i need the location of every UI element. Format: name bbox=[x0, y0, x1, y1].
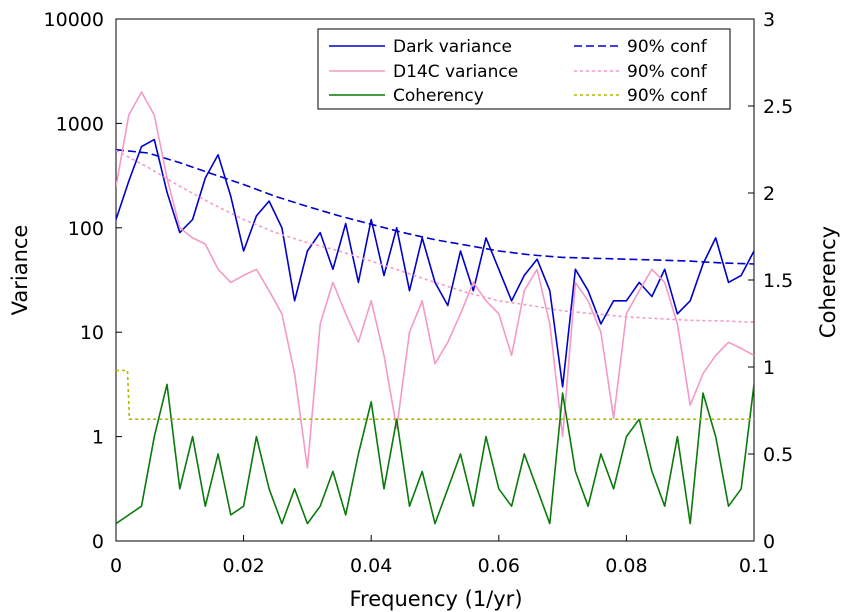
legend-label-d14c-conf: 90% conf bbox=[627, 62, 708, 82]
legend-box bbox=[317, 28, 731, 110]
right-tick-label: 0.5 bbox=[763, 444, 793, 466]
legend-label-coherency-conf: 90% conf bbox=[627, 86, 708, 106]
right-tick-label: 3 bbox=[763, 9, 775, 31]
series-coherency bbox=[116, 383, 754, 525]
right-tick-label: 1.5 bbox=[763, 270, 793, 292]
x-tick-label: 0.02 bbox=[222, 555, 264, 577]
series-dark-variance bbox=[116, 138, 754, 388]
right-tick-label: 2.5 bbox=[763, 96, 793, 118]
legend-label-coherency: Coherency bbox=[393, 86, 484, 106]
x-tick-label: 0.06 bbox=[478, 555, 520, 577]
y-axis-label-left: Variance bbox=[8, 225, 32, 316]
x-tick-label: 0.08 bbox=[605, 555, 647, 577]
left-tick-label: 1 bbox=[92, 427, 104, 449]
y-axis-label-right: Coherency bbox=[816, 226, 840, 338]
series-coherency-conf bbox=[116, 369, 754, 421]
right-tick-label: 2 bbox=[763, 183, 775, 205]
right-tick-label: 1 bbox=[763, 357, 775, 379]
legend-label-dark-variance: Dark variance bbox=[393, 37, 512, 57]
series-dark-conf bbox=[116, 148, 754, 265]
left-tick-label: 10000 bbox=[44, 9, 104, 31]
x-tick-label: 0 bbox=[110, 555, 122, 577]
series-d14c-variance bbox=[116, 91, 754, 469]
axes-layer: 0 0.02 0.04 0.06 0.08 0.1011010010001000000.5… bbox=[44, 9, 794, 577]
legend-label-d14c-variance: D14C variance bbox=[393, 62, 518, 82]
left-tick-label: 1000 bbox=[56, 113, 104, 135]
left-tick-label: 100 bbox=[68, 218, 104, 240]
legend: Dark variance 90% conf D14C variance 90%… bbox=[317, 28, 731, 110]
series-layer bbox=[116, 91, 754, 525]
left-tick-label: 10 bbox=[80, 322, 104, 344]
x-tick-label: 0.1 bbox=[739, 555, 769, 577]
right-tick-label: 0 bbox=[763, 531, 775, 553]
legend-label-dark-conf: 90% conf bbox=[627, 37, 708, 57]
left-tick-label: 0 bbox=[92, 531, 104, 553]
series-d14c-conf bbox=[116, 149, 754, 323]
x-tick-label: 0.04 bbox=[350, 555, 392, 577]
x-axis-label: Frequency (1/yr) bbox=[349, 587, 522, 611]
